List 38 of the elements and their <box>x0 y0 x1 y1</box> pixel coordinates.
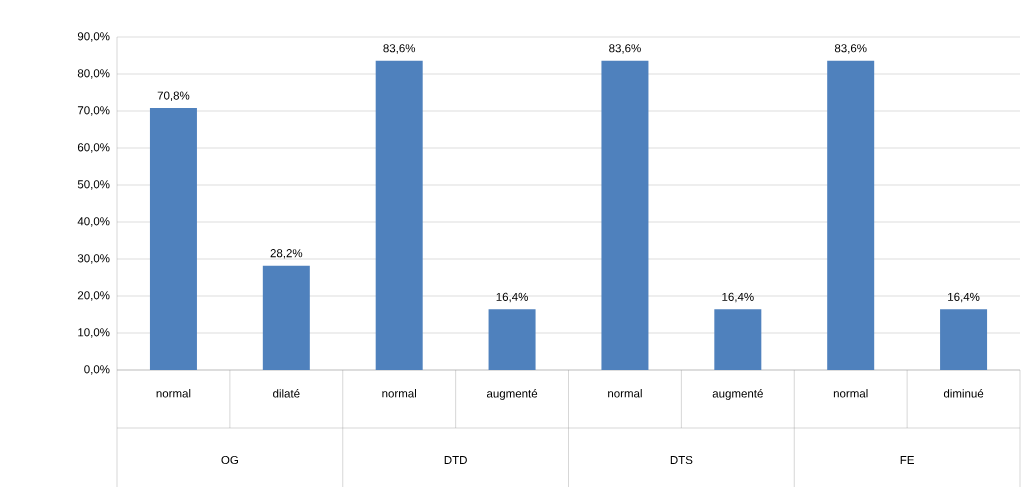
x-tick-label: normal <box>382 389 416 398</box>
text: OG <box>221 455 238 465</box>
bar <box>940 309 988 370</box>
data-label: 83,6% <box>383 44 416 54</box>
bar <box>149 108 197 370</box>
y-tick-label: 20,0% <box>77 291 110 301</box>
bar <box>262 265 310 370</box>
y-tick-label: 50,0% <box>77 180 110 190</box>
y-tick-label: 40,0% <box>77 217 110 227</box>
data-label: 16,4% <box>496 292 528 303</box>
x-tick-label: dilaté <box>273 389 300 398</box>
data-label: 16,4% <box>722 292 754 303</box>
y-tick-label: 80,0% <box>77 69 110 79</box>
data-label: 83,6% <box>834 44 867 54</box>
text: FE <box>900 456 914 464</box>
y-tick-label: 0,0% <box>84 365 110 375</box>
x-tick-label: augmenté <box>712 389 763 400</box>
x-tick-label: augmenté <box>486 389 538 400</box>
x-tick-label: normal <box>156 389 191 398</box>
data-label: 16,4% <box>948 292 980 303</box>
y-tick-label: 10,0% <box>78 328 110 338</box>
x-tick-label: normal <box>608 389 642 398</box>
text: DTD <box>444 456 467 464</box>
data-label: 83,6% <box>609 44 641 54</box>
data-label: 28,2% <box>270 249 303 259</box>
bar <box>488 309 536 370</box>
bar <box>601 60 649 370</box>
bar <box>714 309 762 370</box>
y-tick-label: 60,0% <box>77 143 110 153</box>
x-tick-label: diminué <box>943 389 984 398</box>
text: DTS <box>670 455 693 465</box>
y-tick-label: 70,0% <box>77 106 110 116</box>
bar <box>827 60 875 370</box>
y-tick-label: 30,0% <box>77 254 110 264</box>
data-label: 70,8% <box>157 91 190 101</box>
bar <box>375 60 423 370</box>
x-tick-label: normal <box>833 389 868 398</box>
y-tick-label: 90,0% <box>77 32 110 42</box>
